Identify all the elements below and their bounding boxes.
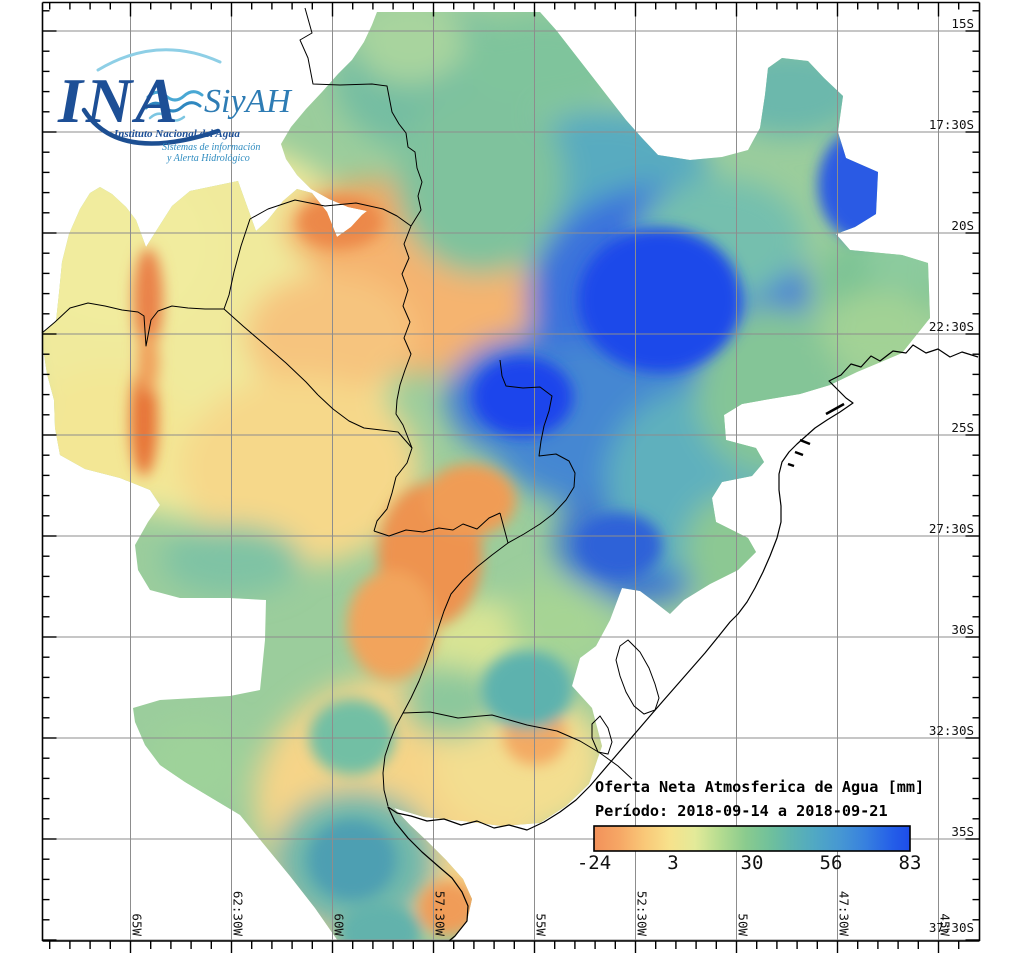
field-blob [473, 357, 573, 437]
country-border [373, 512, 501, 537]
island-mark [794, 450, 804, 457]
field-blob [137, 330, 159, 394]
colorbar-tick-label: 56 [820, 852, 843, 874]
field-blob [145, 720, 245, 810]
logo-bottom-arc-icon [81, 107, 221, 146]
lon-label: 60W [332, 913, 347, 936]
country-border [395, 225, 413, 449]
field-blob [347, 570, 437, 680]
legend-period: Período: 2018-09-14 a 2018-09-21 [595, 802, 888, 820]
country-border [499, 359, 576, 544]
field-blob [43, 160, 210, 330]
colorbar-tick-label: 83 [899, 852, 922, 874]
country-border [402, 711, 633, 780]
country-border [382, 542, 509, 807]
lat-label: 37:30S [929, 920, 974, 935]
island-mark [799, 438, 811, 446]
field-blob [402, 666, 498, 738]
island-mark [825, 402, 845, 416]
country-border [249, 199, 412, 227]
logo-subtitle: Instituto Nacional del Agua [113, 128, 240, 140]
field-blob [308, 820, 396, 900]
field-blob [715, 47, 865, 137]
lon-label: 45W [938, 913, 953, 936]
logo-wave-icon [146, 90, 204, 102]
country-border [41, 302, 224, 347]
lat-label: 25S [951, 420, 974, 435]
axis-labels-layer: 15S 17:30S 20S 22:30S 25S 27:30S 30S 32:30S 35S 3… [130, 16, 975, 936]
lat-label: 27:30S [929, 521, 974, 536]
field-blob [298, 196, 382, 248]
field-blob [338, 903, 422, 941]
lagoon-outline [591, 715, 613, 755]
field-blob [43, 365, 193, 515]
field-blob [309, 699, 395, 775]
ina-siyah-logo: INA SiyAH Instituto Nacional del Agua Si… [57, 48, 293, 164]
field-blob [133, 248, 163, 352]
logo-wave-icon [144, 101, 202, 113]
field-blob [395, 85, 565, 275]
legend-title: Oferta Neta Atmosferica de Agua [mm] [595, 778, 924, 796]
lagoon-outline [615, 639, 660, 715]
lat-label: 30S [951, 622, 974, 637]
field-blob [818, 130, 902, 240]
country-border [223, 308, 319, 396]
logo-subtitle: Sistemas de información [162, 142, 260, 153]
field-blob [578, 228, 742, 372]
lon-label: 47:30W [837, 891, 852, 937]
lon-label: 52:30W [635, 891, 650, 937]
colorbar-tick-label: 3 [667, 852, 678, 874]
lat-label: 22:30S [929, 319, 974, 334]
lat-label: 20S [951, 218, 974, 233]
field-blob [481, 650, 573, 730]
logo-subtitle: y Alerta Hidrológico [166, 153, 250, 164]
colorbar-tick-labels: -24 3 30 56 83 [577, 852, 922, 874]
lon-label: 57:30W [433, 891, 448, 937]
graticule-layer [42, 2, 980, 941]
lat-label: 35S [951, 824, 974, 839]
field-blob [424, 464, 516, 536]
field-blob [578, 513, 662, 577]
field-blob [245, 273, 415, 397]
lon-label: 65W [130, 913, 145, 936]
axes-frame-layer [41, 1, 981, 953]
lat-label: 17:30S [929, 117, 974, 132]
field-blob [180, 375, 420, 565]
lon-label: 62:30W [231, 891, 246, 937]
logo-siyah-text: SiyAH [204, 83, 293, 120]
island-mark [787, 462, 795, 468]
colorbar-tick-label: -24 [577, 852, 611, 874]
field-blob [355, 12, 465, 84]
country-border [223, 218, 251, 310]
borders-coast-layer [41, 7, 979, 942]
logo-wave-icon [148, 112, 186, 122]
colorbar [593, 825, 911, 852]
colorbar-tick-label: 30 [741, 852, 764, 874]
country-border [299, 7, 423, 227]
lat-label: 15S [951, 16, 974, 31]
lon-label: 50W [736, 913, 751, 936]
field-blob [863, 226, 930, 290]
logo-ina-text: INA [57, 65, 181, 136]
lat-label: 32:30S [929, 723, 974, 738]
logo-top-arc-icon [96, 48, 222, 72]
lon-label: 55W [534, 913, 549, 936]
legend: Oferta Neta Atmosferica de Agua [mm] Per… [577, 778, 924, 874]
coastline [387, 344, 979, 942]
field-blob [684, 494, 780, 610]
